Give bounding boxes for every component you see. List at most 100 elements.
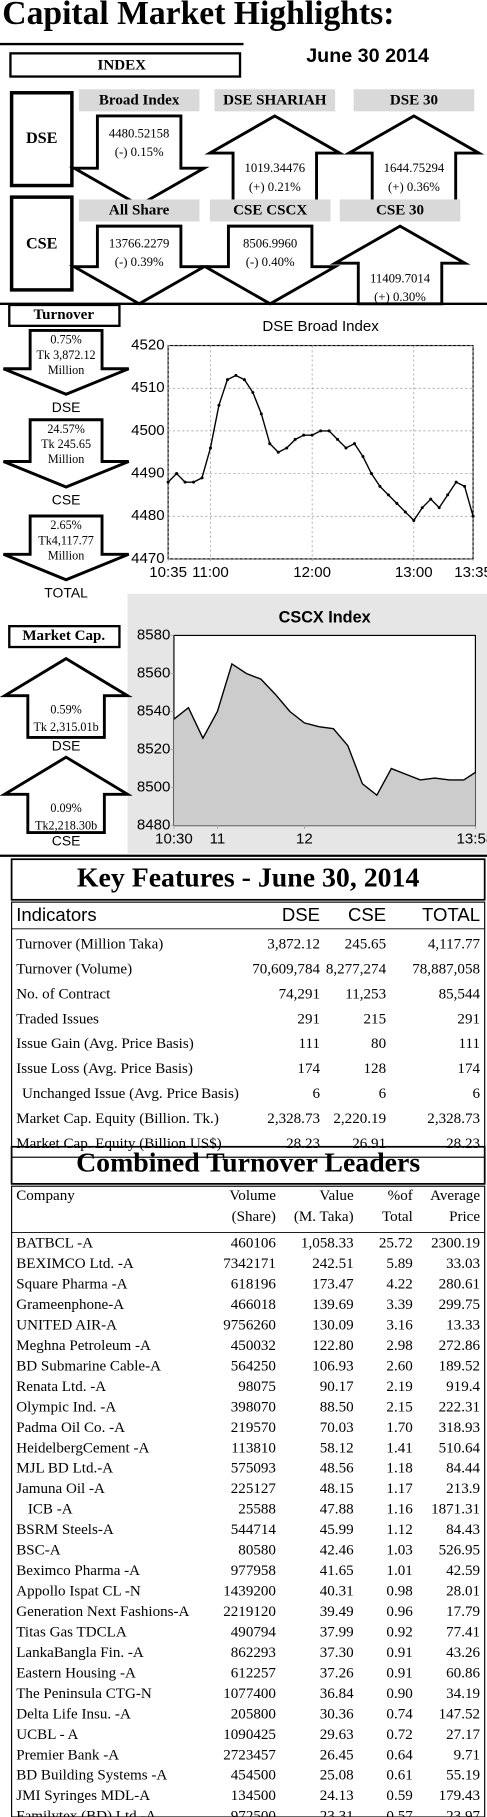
point (369, 472, 373, 476)
point (200, 476, 204, 480)
point (259, 412, 263, 416)
column-header: Total (382, 1209, 413, 1225)
cell-value: 23.31 (320, 1809, 354, 1817)
column-header: Indicators (16, 904, 96, 925)
cell-value: 80 (371, 1036, 386, 1052)
column-header: Volume (229, 1188, 276, 1204)
point (429, 497, 433, 501)
cell-value: 8,277,274 (326, 961, 387, 977)
cell-value: 24.13 (320, 1788, 354, 1804)
plot-area (167, 344, 474, 560)
cell-value: 291 (297, 1011, 320, 1027)
cell-value: 28.01 (446, 1584, 480, 1600)
cell-value: 318.93 (439, 1420, 480, 1436)
point (352, 442, 356, 446)
turnover-text: Tk4,117.77 (38, 533, 94, 547)
cell-value: 98075 (238, 1379, 276, 1395)
index-change: (+) 0.21% (249, 180, 301, 194)
x-tick-label: 11 (210, 830, 226, 847)
index-header (78, 199, 200, 222)
company-name: Delta Life Insu. -A (16, 1706, 131, 1722)
column-header: DSE (282, 904, 320, 925)
cell-value: 4,117.77 (428, 936, 481, 952)
cell-value: 0.59 (386, 1788, 412, 1804)
index-change: (+) 0.30% (374, 290, 426, 304)
index-value: 1644.75294 (384, 161, 445, 175)
x-tick-label: 13:35 (454, 564, 487, 581)
cell-value: 0.74 (386, 1706, 413, 1722)
turnover-text: Million (48, 548, 84, 562)
cell-value: 1.03 (386, 1543, 412, 1559)
cell-value: 113810 (231, 1440, 276, 1456)
company-name: Renata Ltd. -A (16, 1379, 106, 1395)
cell-value: 919.4 (446, 1379, 480, 1395)
cell-value: 242.51 (312, 1256, 353, 1272)
market-cap-text: 0.59% (50, 703, 81, 717)
company-name: Titas Gas TDCLA (16, 1624, 127, 1640)
cell-value: 77.41 (446, 1624, 480, 1640)
cell-value: 1.17 (386, 1481, 413, 1497)
x-tick-label: 13:00 (395, 564, 433, 581)
chart-title: DSE Broad Index (262, 318, 379, 335)
company-name: BSC-A (16, 1543, 60, 1559)
cell-value: 6 (473, 1086, 481, 1102)
market-box (9, 195, 74, 292)
point (412, 518, 416, 523)
cell-value: 3.16 (386, 1317, 413, 1333)
cell-value: 2.15 (386, 1399, 412, 1415)
point (395, 501, 399, 505)
index-value: 4480.52158 (109, 126, 170, 140)
cell-value: 450032 (231, 1338, 276, 1354)
cell-value: 1439200 (223, 1584, 276, 1600)
company-name: ICB -A (28, 1502, 73, 1518)
cell-value: 2300.19 (431, 1236, 480, 1252)
cell-value: 544714 (231, 1522, 277, 1538)
point (208, 446, 212, 450)
cell-value: 40.31 (320, 1584, 354, 1600)
index-change: (-) 0.15% (115, 145, 164, 159)
date: June 30 2014 (306, 45, 429, 67)
x-tick-label: 12:00 (293, 564, 331, 581)
company-name: Jamuna Oil -A (16, 1481, 105, 1497)
turnover-box (8, 303, 121, 327)
cell-value: 2723457 (223, 1747, 276, 1763)
cell-value: 225127 (231, 1481, 277, 1497)
cell-value: 43.26 (446, 1645, 480, 1661)
cell-value: 466018 (231, 1297, 276, 1313)
company-name: Meghna Petroleum -A (16, 1338, 151, 1354)
index-change: (+) 0.36% (388, 180, 440, 194)
x-tick-label: 10:35 (149, 564, 187, 581)
cell-value: 2.60 (386, 1358, 412, 1374)
cell-value: 88.50 (320, 1399, 354, 1415)
column-header: (Share) (232, 1209, 276, 1225)
cell-value: 26.91 (352, 1136, 386, 1152)
market-name: CSE (52, 832, 81, 848)
index-change: (-) 0.40% (246, 255, 295, 269)
y-tick-label: 4470 (131, 550, 165, 567)
cell-value: 174 (457, 1061, 480, 1077)
y-tick-label: 4520 (131, 337, 165, 354)
cell-value: 299.75 (439, 1297, 480, 1313)
company-name: LankaBangla Fin. -A (16, 1645, 144, 1661)
company-name: Square Pharma -A (16, 1277, 127, 1293)
cell-value: 90.17 (320, 1379, 354, 1395)
point (319, 429, 323, 433)
point (217, 403, 221, 407)
row-label: Issue Gain (Avg. Price Basis) (16, 1036, 194, 1052)
point (344, 446, 348, 450)
index-header (353, 89, 475, 112)
cell-value: 7342171 (223, 1256, 276, 1272)
turnover-text: 0.75% (50, 333, 81, 347)
turnover-text: 24.57% (47, 422, 84, 436)
y-tick-label: 8580 (137, 626, 171, 643)
point (420, 506, 424, 510)
cell-value: 564250 (231, 1358, 276, 1374)
cell-value: 0.98 (386, 1584, 412, 1600)
row-label: Turnover (Million Taka) (16, 936, 163, 952)
cell-value: 510.64 (439, 1440, 481, 1456)
cell-value: 1090425 (223, 1727, 276, 1743)
index-label: INDEX (97, 58, 146, 74)
company-name: MJL BD Ltd.-A (16, 1461, 113, 1477)
index-value: 13766.2279 (109, 237, 170, 251)
row-label: Market Cap. Equity (Billion. Tk.) (16, 1111, 219, 1127)
